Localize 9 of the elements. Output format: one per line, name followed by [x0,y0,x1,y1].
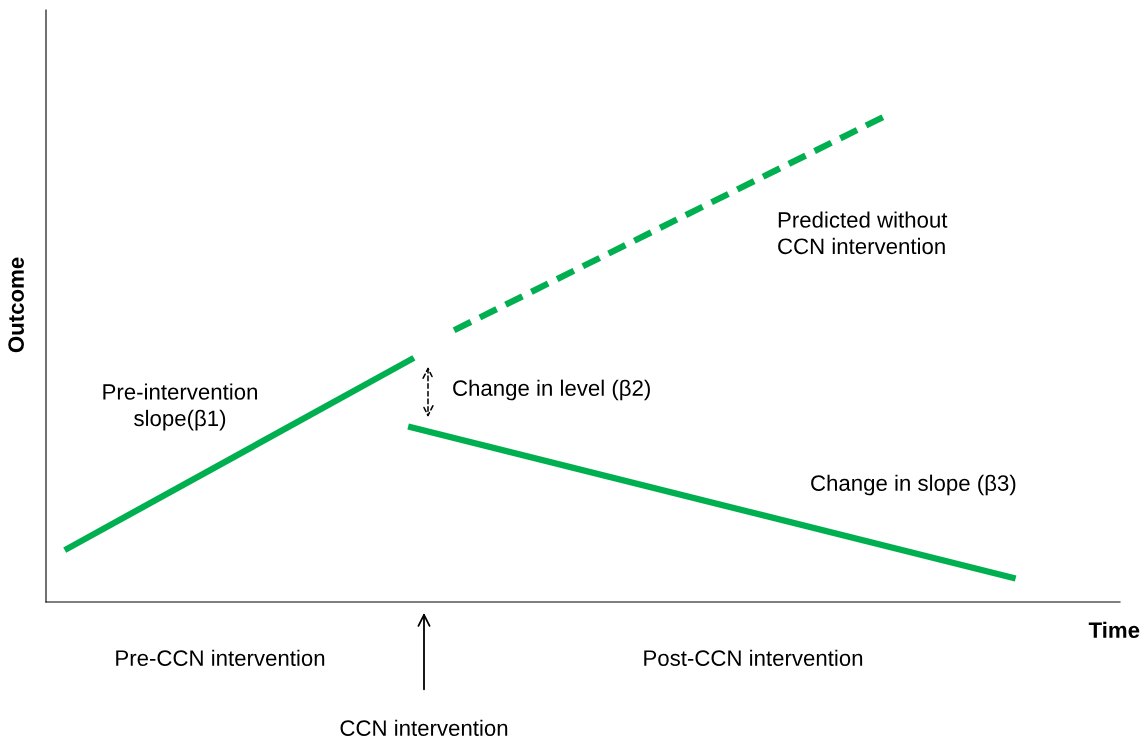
annotation: Change in slope (β3) [811,474,1016,496]
annotation: Predicted without CCN intervention [778,211,948,255]
x-axis-title: Time [1088,621,1140,638]
text: Post-CCN intervention [644,649,863,666]
annotation: Change in level (β2) [453,379,650,401]
annotation: Pre-intervention slope(β1) [103,383,257,431]
y-axis-title: Outcome [8,257,24,353]
text: Pre-CCN intervention [116,649,325,666]
text: CCN intervention [340,719,508,736]
